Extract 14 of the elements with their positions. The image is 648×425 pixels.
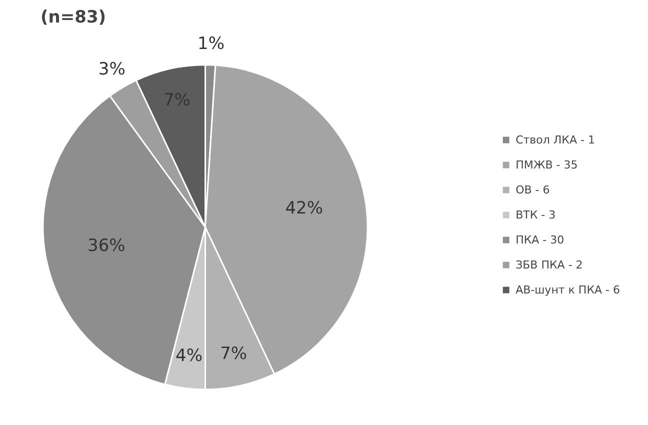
data-label: 1% — [198, 34, 225, 54]
legend-label: АВ-шунт к ПКА - 6 — [516, 283, 620, 296]
legend-label: ОВ - 6 — [516, 183, 550, 196]
legend-label: ЗБВ ПКА - 2 — [516, 258, 583, 271]
legend-label: ВТК - 3 — [516, 208, 556, 221]
legend-label: ПКА - 30 — [516, 233, 564, 246]
data-label: 4% — [176, 346, 202, 366]
legend-label: Ствол ЛКА - 1 — [516, 133, 595, 146]
data-label: 36% — [88, 236, 126, 256]
data-label: 7% — [220, 344, 248, 364]
data-label: 3% — [98, 59, 126, 80]
legend-label: ПМЖВ - 35 — [516, 158, 578, 171]
chart-title: (n=83) — [40, 8, 106, 28]
data-label: 42% — [285, 198, 324, 218]
